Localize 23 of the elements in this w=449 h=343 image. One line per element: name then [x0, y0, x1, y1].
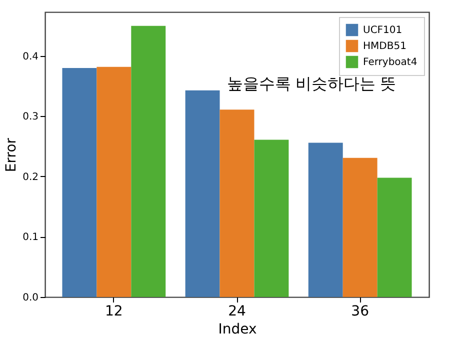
bar: [342, 158, 378, 297]
bar: [131, 26, 166, 297]
bar: [308, 142, 343, 297]
legend-label: UCF101: [363, 25, 402, 36]
annotation: 높을수록 비슷하다는 뜻: [227, 76, 396, 93]
y-tick-label: 0.3: [22, 112, 38, 123]
y-axis-title: Error: [4, 138, 20, 172]
y-tick-label: 0.2: [22, 172, 38, 183]
x-axis-title: Index: [218, 322, 257, 338]
bar: [254, 140, 289, 297]
x-tick-label: 36: [351, 304, 370, 320]
y-tick-label: 0.1: [22, 232, 38, 244]
bar: [96, 66, 132, 297]
legend-label: Ferryboat4: [363, 57, 418, 68]
legend-label: HMDB51: [363, 41, 406, 52]
x-tick-label: 12: [105, 304, 123, 320]
bar: [185, 90, 220, 297]
y-tick-label: 0.0: [22, 292, 38, 304]
bar: [220, 110, 254, 297]
bar: [62, 68, 97, 297]
y-tick-label: 0.4: [22, 51, 38, 62]
bar: [377, 178, 412, 297]
x-tick-label: 24: [228, 304, 246, 320]
